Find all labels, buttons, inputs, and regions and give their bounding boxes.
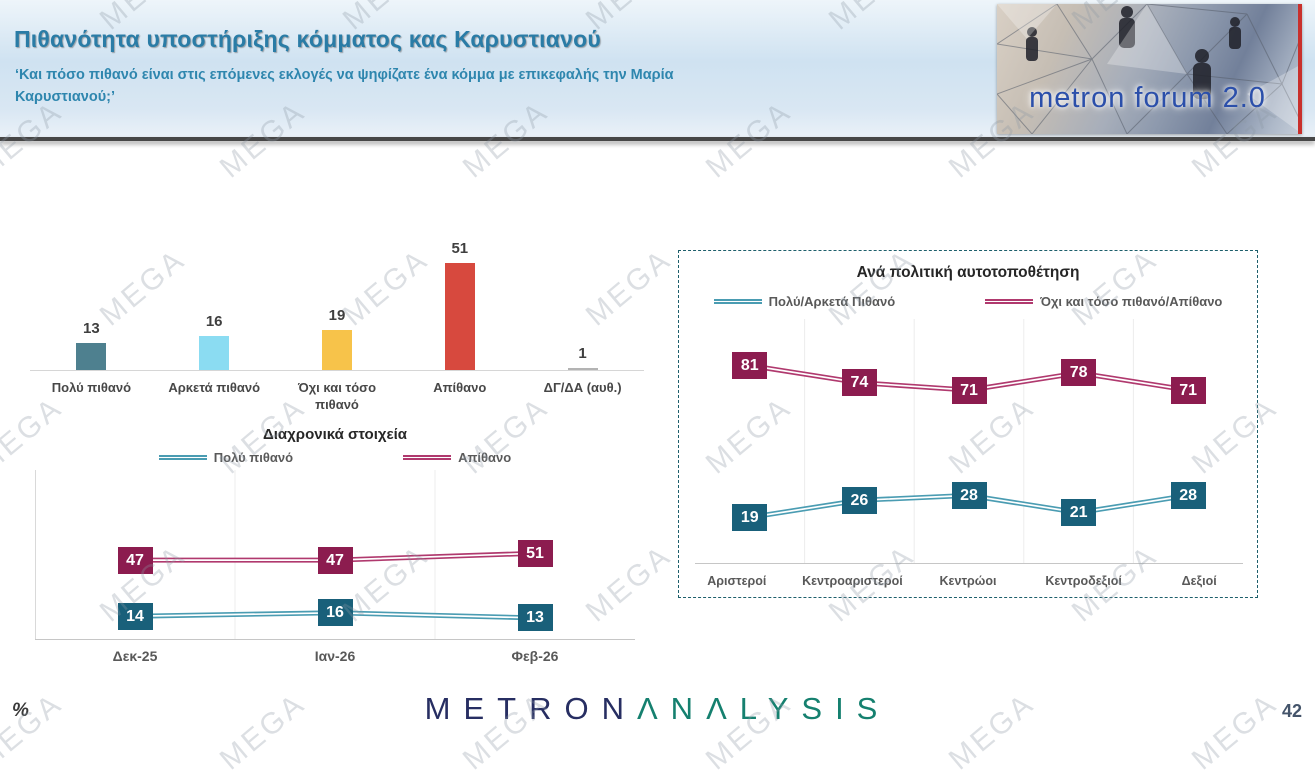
legend-item: Όχι και τόσο πιθανό/Απίθανο <box>985 294 1222 309</box>
bar-column: 1 <box>521 345 644 370</box>
bar <box>76 342 107 370</box>
x-axis-label: Ιαν-26 <box>314 648 356 664</box>
data-label: 78 <box>1061 359 1097 387</box>
metron-analysis-logo-metron: METRON <box>424 691 637 726</box>
survey-question: ‘Και πόσο πιθανό είναι στις επόμενες εκλ… <box>15 64 965 108</box>
bar-column: 51 <box>398 240 521 370</box>
data-label: 71 <box>1170 376 1206 404</box>
bar <box>321 330 352 370</box>
data-label: 47 <box>317 546 353 574</box>
legend-label: Πολύ/Αρκετά Πιθανό <box>768 294 896 309</box>
chart-legend: Πολύ/Αρκετά Πιθανό Όχι και τόσο πιθανό/Απ… <box>679 294 1257 309</box>
bar-category-label: Αρκετά πιθανό <box>168 380 261 395</box>
x-axis-label: Δεκ-25 <box>112 648 158 664</box>
legend-line-swatch <box>403 455 452 460</box>
bar-column: 16 <box>153 313 276 370</box>
legend-item: Απίθανο <box>403 450 511 465</box>
bar-column: 13 <box>30 320 153 370</box>
mega-watermark: MEGA <box>1185 686 1284 777</box>
legend-line-swatch <box>158 455 207 460</box>
page-number: 42 <box>1281 701 1302 721</box>
legend-item: Πολύ/Αρκετά Πιθανό <box>713 294 896 309</box>
mega-watermark: MEGA <box>0 686 69 777</box>
line-plot-area: 19 26 28 21 28 81 74 71 78 71 <box>695 319 1243 564</box>
line-plot-area: 14 16 13 47 47 51 <box>35 470 635 640</box>
legend-line-swatch <box>985 299 1034 304</box>
trend-line-chart: Διαχρονικά στοιχεία Πολύ πιθανό Απίθανο 14… <box>35 426 635 664</box>
data-label: 13 <box>517 604 553 632</box>
legend-item: Πολύ πιθανό <box>158 450 294 465</box>
mega-watermark: MEGA <box>942 686 1041 777</box>
mega-watermark: MEGA <box>213 686 312 777</box>
line-chart-canvas <box>695 319 1243 564</box>
bar <box>567 367 598 370</box>
bar-value-label: 16 <box>205 313 223 331</box>
bar-column: 19 <box>276 307 399 370</box>
bar <box>199 336 230 370</box>
bar-value-label: 51 <box>451 239 469 257</box>
bar-category-label: ΔΓ/ΔΑ (αυθ.) <box>543 380 622 395</box>
bar-baseline <box>30 370 644 371</box>
chart-legend: Πολύ πιθανό Απίθανο <box>35 450 635 465</box>
bar-category-label: Πολύ πιθανό <box>51 380 132 395</box>
metron-analysis-logo-analysis: ΛNΛLYSIS <box>636 691 891 726</box>
bar-value-label: 1 <box>578 344 587 362</box>
data-label: 19 <box>732 503 768 531</box>
bar-value-label: 13 <box>83 319 100 337</box>
bar-value-label: 19 <box>328 307 346 325</box>
bar-category-row: Πολύ πιθανό Αρκετά πιθανό Όχι και τόσο πιθ… <box>30 371 644 414</box>
page-title: Πιθανότητα υποστήριξης κόμματος κας Καρυ… <box>14 26 601 52</box>
likelihood-bar-chart: 13 16 19 51 1 Πολύ πιθανό Αρκετά πιθανό Όχι και… <box>30 236 644 414</box>
metron-forum-logo: metron forum 2.0 <box>997 4 1302 134</box>
data-label: 16 <box>317 599 353 627</box>
bar-category-label: Όχι και τόσο πιθανό <box>297 380 377 412</box>
trend-chart-title: Διαχρονικά στοιχεία <box>262 426 408 443</box>
x-axis-label: Κεντροαριστεροί <box>802 574 903 588</box>
bar-plot-area: 13 16 19 51 1 <box>30 236 644 370</box>
data-label: 28 <box>951 481 987 509</box>
legend-line-swatch <box>713 299 762 304</box>
data-label: 28 <box>1170 481 1206 509</box>
data-label: 81 <box>732 352 768 380</box>
political-placement-panel: Ανά πολιτική αυτοτοποθέτηση Πολύ/Αρκετά … <box>678 250 1258 598</box>
x-axis-row: Δεκ-25 Ιαν-26 Φεβ-26 <box>35 640 635 664</box>
legend-label: Πολύ πιθανό <box>213 450 294 465</box>
legend-label: Όχι και τόσο πιθανό/Απίθανο <box>1040 294 1223 309</box>
x-axis-label: Δεξιοί <box>1181 574 1217 588</box>
political-chart-title: Ανά πολιτική αυτοτοποθέτηση <box>856 264 1080 281</box>
data-label: 51 <box>517 539 553 567</box>
survey-question-line2: Καρυστιανού;’ <box>15 89 116 105</box>
metron-analysis-logo: METRONΛNΛLYSIS <box>425 691 891 727</box>
x-axis-label: Αριστεροί <box>707 574 767 588</box>
slide-header: Πιθανότητα υποστήριξης κόμματος κας Καρυ… <box>0 0 1315 137</box>
data-label: 47 <box>117 546 153 574</box>
bar <box>444 262 475 370</box>
x-axis-row: Αριστεροί Κεντροαριστεροί Κεντρώοι Κεντροδε… <box>679 564 1257 588</box>
data-label: 26 <box>841 486 877 514</box>
x-axis-label: Κεντρώοι <box>939 574 997 588</box>
data-label: 71 <box>951 376 987 404</box>
legend-label: Απίθανο <box>458 450 512 465</box>
x-axis-label: Κεντροδεξιοί <box>1045 574 1122 588</box>
data-label: 74 <box>841 369 877 397</box>
bar-category-label: Απίθανο <box>433 380 487 395</box>
logo-mosaic-graphic <box>997 4 1298 134</box>
data-label: 21 <box>1061 499 1097 527</box>
header-divider <box>0 137 1315 141</box>
survey-question-line1: ‘Και πόσο πιθανό είναι στις επόμενες εκλ… <box>15 67 674 83</box>
x-axis-label: Φεβ-26 <box>511 648 559 664</box>
data-label: 14 <box>117 602 153 630</box>
percent-unit-label: % <box>12 700 29 721</box>
metron-forum-logo-text: metron forum 2.0 <box>1029 82 1266 114</box>
